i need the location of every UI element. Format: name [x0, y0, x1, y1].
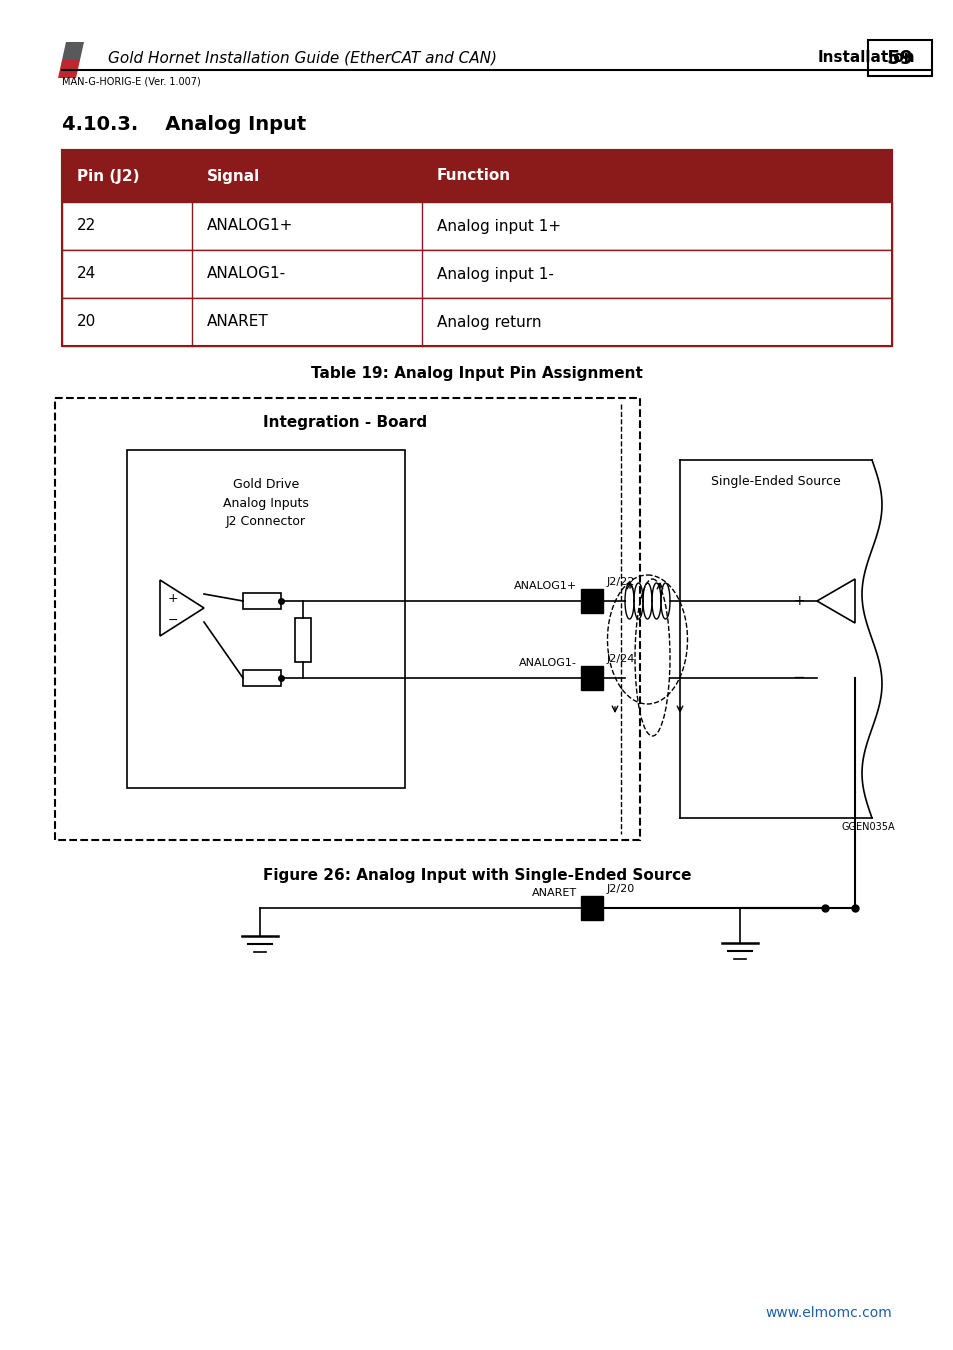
Bar: [62, 150, 891, 202]
Text: Analog return: Analog return: [436, 315, 541, 329]
Bar: [294, 617, 311, 662]
Text: +: +: [793, 594, 804, 608]
Text: −: −: [168, 613, 178, 626]
Text: Installation: Installation: [817, 50, 915, 66]
Bar: [867, 40, 931, 76]
Text: Pin (J2): Pin (J2): [77, 169, 139, 184]
Bar: [127, 450, 405, 788]
Text: −: −: [791, 671, 804, 686]
Text: 20: 20: [77, 315, 96, 329]
Bar: [580, 589, 602, 613]
Text: 22: 22: [77, 219, 96, 234]
Text: Analog input 1+: Analog input 1+: [436, 219, 560, 234]
Text: ANARET: ANARET: [207, 315, 269, 329]
Text: GGEN035A: GGEN035A: [841, 822, 894, 832]
Text: Table 19: Analog Input Pin Assignment: Table 19: Analog Input Pin Assignment: [311, 366, 642, 381]
Bar: [243, 593, 281, 609]
Text: Figure 26: Analog Input with Single-Ended Source: Figure 26: Analog Input with Single-Ende…: [262, 868, 691, 883]
Text: 4.10.3.    Analog Input: 4.10.3. Analog Input: [62, 115, 306, 134]
Bar: [62, 202, 891, 250]
Text: ANALOG1-: ANALOG1-: [518, 657, 577, 668]
Text: Signal: Signal: [207, 169, 260, 184]
Text: ANARET: ANARET: [532, 888, 577, 898]
Bar: [580, 896, 602, 919]
Text: Function: Function: [436, 169, 511, 184]
Bar: [580, 666, 602, 690]
Polygon shape: [62, 42, 84, 59]
Text: 59: 59: [885, 49, 913, 68]
Polygon shape: [160, 580, 204, 636]
Bar: [55, 398, 639, 840]
Text: Gold Hornet Installation Guide (EtherCAT and CAN): Gold Hornet Installation Guide (EtherCAT…: [108, 50, 497, 66]
Text: +: +: [168, 591, 178, 605]
Bar: [243, 670, 281, 686]
Polygon shape: [58, 59, 80, 78]
Text: www.elmomc.com: www.elmomc.com: [764, 1305, 891, 1320]
Text: Gold Drive
Analog Inputs
J2 Connector: Gold Drive Analog Inputs J2 Connector: [223, 478, 309, 528]
Text: MAN-G-HORIG-E (Ver. 1.007): MAN-G-HORIG-E (Ver. 1.007): [62, 76, 200, 86]
Bar: [62, 150, 891, 346]
Text: ANALOG1-: ANALOG1-: [207, 266, 286, 282]
Text: 24: 24: [77, 266, 96, 282]
Text: Integration - Board: Integration - Board: [263, 416, 427, 431]
Text: J2/22: J2/22: [606, 576, 635, 587]
Text: J2/24: J2/24: [606, 653, 635, 664]
Text: J2/20: J2/20: [606, 884, 635, 894]
Text: ANALOG1+: ANALOG1+: [514, 580, 577, 591]
Text: ANALOG1+: ANALOG1+: [207, 219, 294, 234]
Text: Analog input 1-: Analog input 1-: [436, 266, 554, 282]
Text: Single-Ended Source: Single-Ended Source: [710, 475, 840, 489]
Bar: [62, 298, 891, 346]
Polygon shape: [816, 579, 854, 622]
Bar: [62, 250, 891, 298]
